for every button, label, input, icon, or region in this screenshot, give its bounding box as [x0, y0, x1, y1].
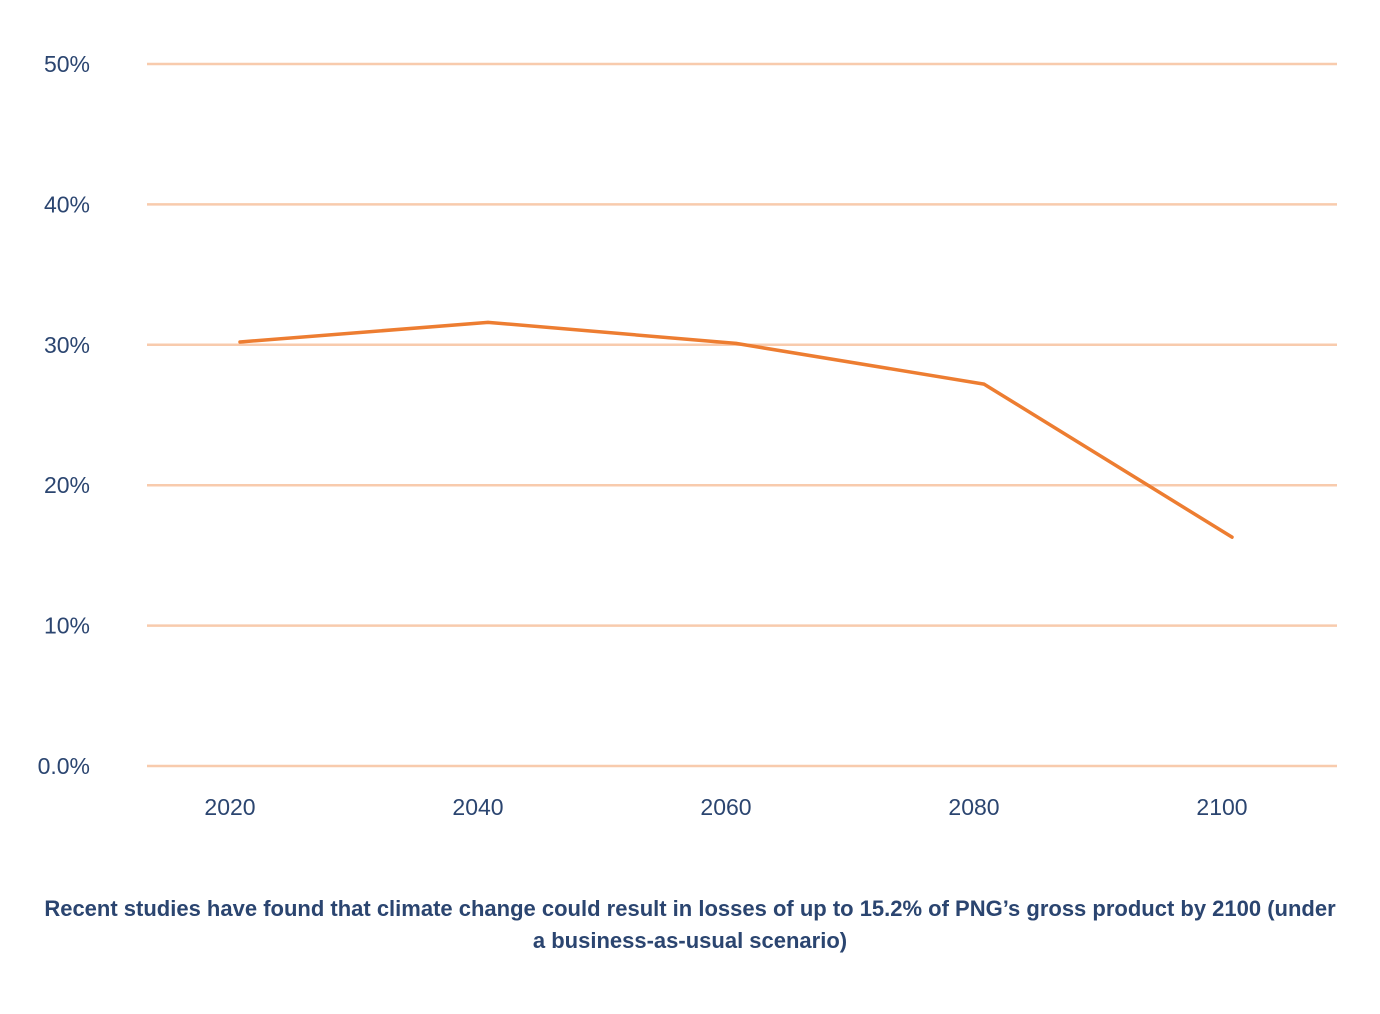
x-axis-tick-labels: 2020 2040 2060 2080 2100: [204, 794, 1247, 820]
y-tick-label: 0.0%: [38, 753, 90, 779]
y-axis-tick-labels: 0.0% 10% 20% 30% 40% 50%: [38, 51, 90, 779]
gridlines: [147, 62, 1337, 768]
x-tick-label: 2060: [700, 794, 751, 820]
x-tick-label: 2100: [1196, 794, 1247, 820]
data-point: [1230, 535, 1234, 539]
x-tick-label: 2020: [204, 794, 255, 820]
y-tick-label: 30%: [44, 332, 90, 358]
x-tick-label: 2080: [948, 794, 999, 820]
data-point: [238, 340, 242, 344]
y-tick-label: 10%: [44, 613, 90, 639]
series-lines: [238, 320, 1234, 539]
data-point: [982, 382, 986, 386]
x-tick-label: 2040: [452, 794, 503, 820]
data-point: [486, 320, 490, 324]
data-point: [734, 341, 738, 345]
y-tick-label: 40%: [44, 191, 90, 217]
y-tick-label: 50%: [44, 51, 90, 77]
y-tick-label: 20%: [44, 472, 90, 498]
series-line: [238, 320, 1234, 539]
chart-caption: Recent studies have found that climate c…: [44, 896, 1336, 953]
